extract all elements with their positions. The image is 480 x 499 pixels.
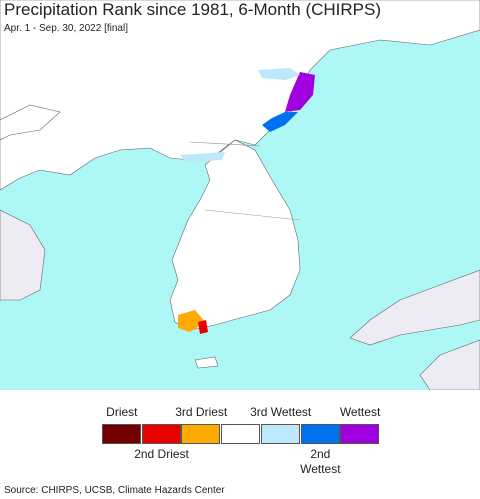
legend-swatch [141,424,181,444]
legend-swatch [102,424,141,444]
border [189,141,261,147]
wet-area [180,152,225,162]
border [204,209,301,221]
legend-label: 3rd Wettest [250,405,312,419]
source: Source: CHIRPS, UCSB, Climate Hazards Ce… [4,485,225,496]
japan [419,339,480,390]
island [194,356,219,369]
legend-label: 2nd Driest [134,447,189,461]
dry-area [198,320,208,334]
legend-swatch [181,424,221,444]
legend-swatch [340,424,380,444]
legend-swatch [300,424,340,444]
map [0,0,480,390]
legend: Driest 2nd Driest 3rd Driest 3rd Wettest 2nd… [0,390,480,480]
legend-label: 2nd Wettest [300,447,341,476]
wet-area [262,112,298,132]
legend-label: Driest [106,405,138,419]
subtitle: Apr. 1 - Sep. 30, 2022 [final] [4,23,128,34]
title: Precipitation Rank since 1981, 6-Month (… [4,0,381,19]
legend-label: Wettest [339,405,381,419]
dry-area [178,310,205,332]
legend-swatch [260,424,300,444]
wettest-area [285,72,315,112]
legend-label: 3rd Driest [175,405,228,419]
peninsula-west [0,104,61,141]
china-coast [0,209,46,301]
japan [349,269,480,346]
wet-area [258,68,300,80]
legend-swatch [221,424,261,444]
